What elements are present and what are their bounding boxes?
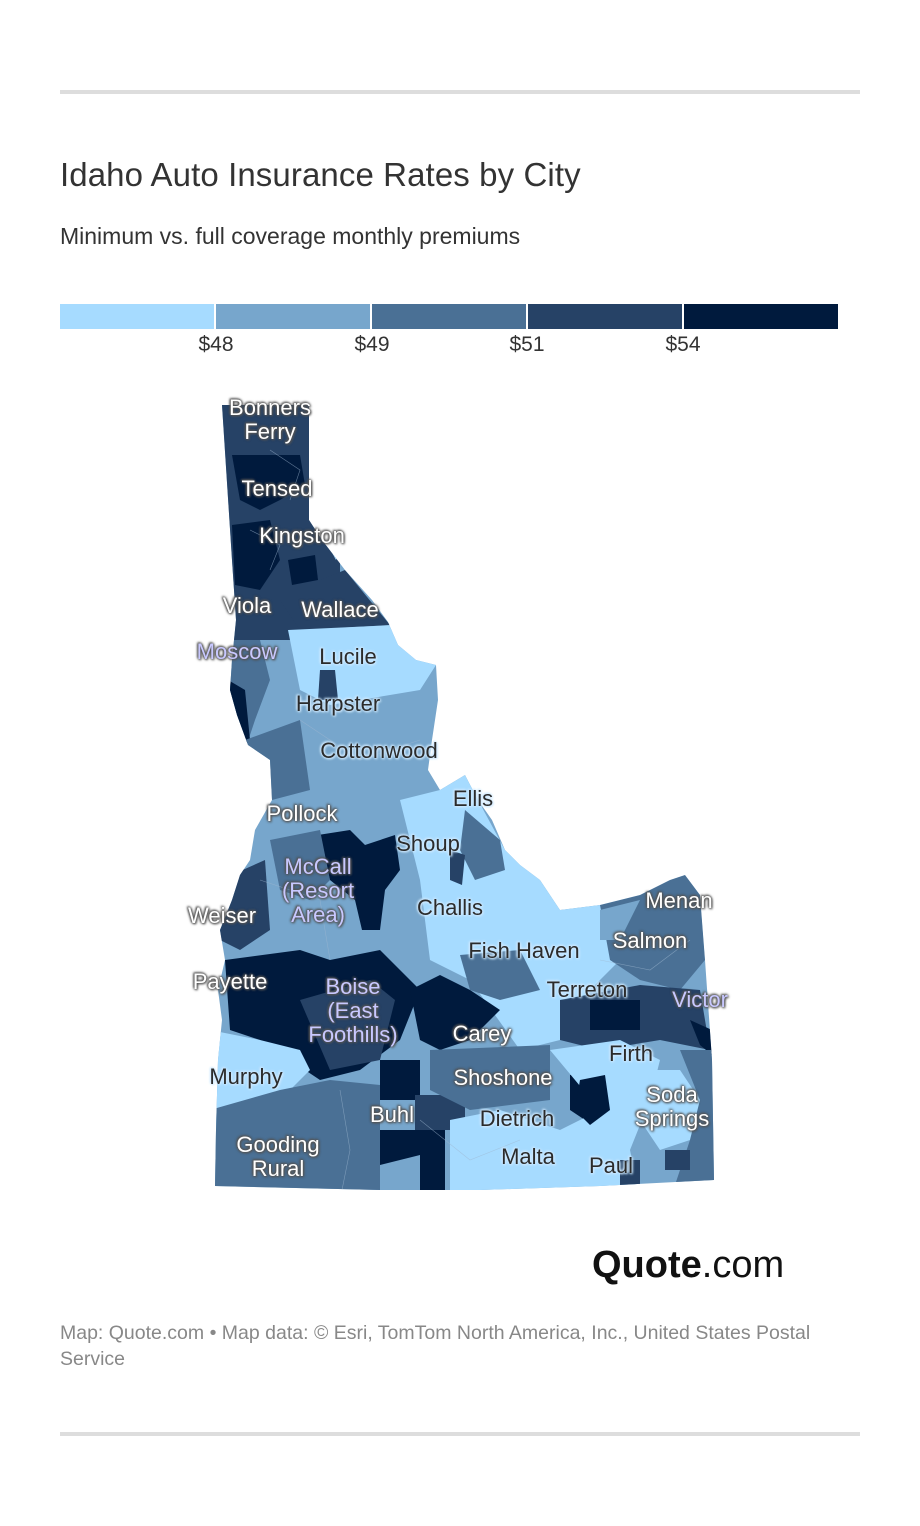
legend-swatch-2 xyxy=(216,304,372,329)
legend-labels: $48 $49 $51 $54 xyxy=(60,333,838,363)
city-label-line: (Resort xyxy=(281,878,355,903)
city-label-payette: Payette xyxy=(192,969,268,994)
legend-swatch-4 xyxy=(528,304,684,329)
bottom-divider xyxy=(60,1432,860,1436)
city-label-menan: Menan xyxy=(645,888,713,913)
city-label-soda-springs: Soda Springs xyxy=(635,1083,710,1131)
city-label-kingston: Kingston xyxy=(259,523,345,548)
color-legend xyxy=(60,304,838,329)
city-label-moscow: Moscow xyxy=(196,639,278,664)
city-label-boise-east-foothills: Boise (East Foothills) xyxy=(308,975,397,1047)
city-label-bonners-ferry: Bonners Ferry xyxy=(229,396,311,444)
legend-threshold: $49 xyxy=(354,333,390,356)
city-label-gooding-rural: Gooding Rural xyxy=(236,1133,319,1181)
city-label-line: Ferry xyxy=(244,419,296,444)
city-label-paul: Paul xyxy=(588,1153,634,1178)
city-label-wallace: Wallace xyxy=(301,597,379,622)
city-label-tensed: Tensed xyxy=(241,476,313,501)
city-label-shoup: Shoup xyxy=(396,831,460,856)
city-label-terreton: Terreton xyxy=(546,977,628,1002)
city-label-mccall-resort-area: McCall (Resort Area) xyxy=(282,855,354,927)
city-label-line: Area) xyxy=(291,902,345,927)
city-label-line: Bonners xyxy=(229,395,311,420)
city-label-line: Foothills) xyxy=(308,1022,398,1047)
logo-bold-text: Quote xyxy=(592,1244,702,1286)
legend-threshold: $51 xyxy=(509,333,545,356)
logo-suffix-text: .com xyxy=(701,1244,785,1286)
city-label-line: Soda xyxy=(646,1082,698,1107)
city-label-malta: Malta xyxy=(501,1144,555,1169)
city-label-harpster: Harpster xyxy=(295,691,381,716)
city-label-carey: Carey xyxy=(452,1021,512,1046)
city-label-line: (East xyxy=(327,998,379,1023)
city-label-line: Gooding xyxy=(236,1132,320,1157)
city-label-victor: Victor xyxy=(672,987,728,1012)
source-attribution: Map: Quote.com • Map data: © Esri, TomTo… xyxy=(60,1322,811,1370)
city-label-salmon: Salmon xyxy=(612,928,688,953)
city-label-fish-haven: Fish Haven xyxy=(468,938,580,963)
legend-swatch-5 xyxy=(684,304,838,329)
legend-swatch-3 xyxy=(372,304,528,329)
city-label-viola: Viola xyxy=(222,593,272,618)
city-label-pollock: Pollock xyxy=(266,801,338,826)
city-label-ellis: Ellis xyxy=(452,786,494,811)
top-divider xyxy=(60,90,860,94)
city-label-firth: Firth xyxy=(609,1041,653,1066)
city-label-line: Rural xyxy=(251,1156,305,1181)
city-label-lucile: Lucile xyxy=(319,644,377,669)
chart-subtitle: Minimum vs. full coverage monthly premiu… xyxy=(60,223,521,249)
city-label-cottonwood: Cottonwood xyxy=(320,738,438,763)
city-label-challis: Challis xyxy=(416,895,484,920)
chart-title: Idaho Auto Insurance Rates by City xyxy=(60,156,581,193)
city-label-shoshone: Shoshone xyxy=(453,1065,553,1090)
city-label-murphy: Murphy xyxy=(209,1064,283,1089)
legend-swatch-1 xyxy=(60,304,216,329)
city-label-dietrich: Dietrich xyxy=(479,1106,555,1131)
city-label-buhl: Buhl xyxy=(369,1102,415,1127)
idaho-choropleth-map: Bonners Ferry Tensed Kingston Viola Wall… xyxy=(0,380,920,1220)
city-label-line: Boise xyxy=(325,974,381,999)
city-label-weiser: Weiser xyxy=(187,903,257,928)
legend-threshold: $48 xyxy=(198,333,234,356)
map-regions xyxy=(215,405,714,1190)
city-label-line: Springs xyxy=(634,1106,710,1131)
legend-threshold: $54 xyxy=(665,333,701,356)
city-label-line: McCall xyxy=(284,854,352,879)
quote-com-logo: Quote.com xyxy=(592,1244,784,1287)
